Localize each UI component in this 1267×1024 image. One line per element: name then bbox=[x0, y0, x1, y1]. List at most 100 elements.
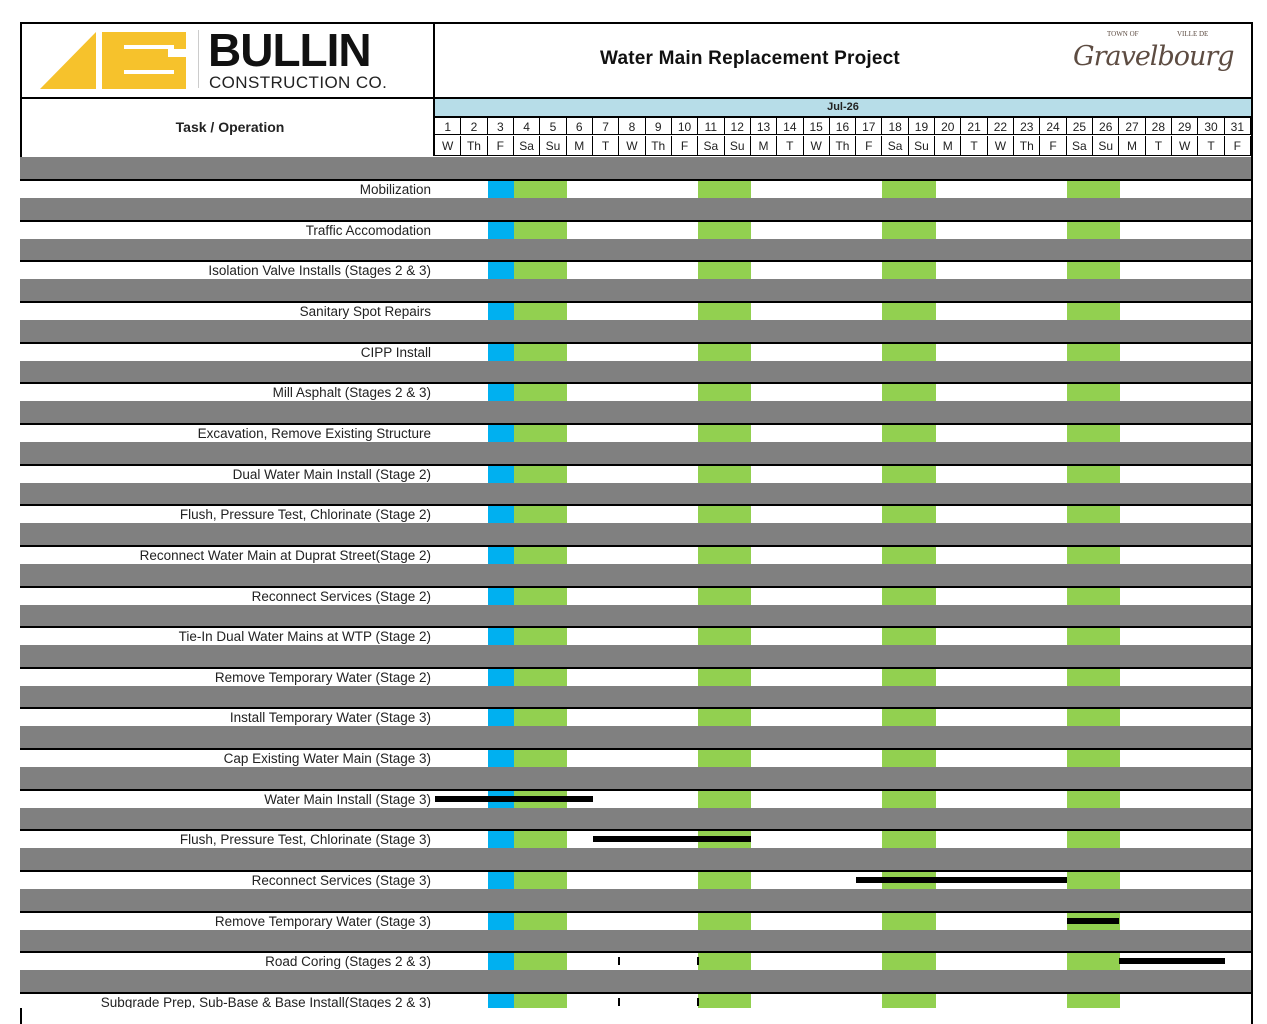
day-highlight-12 bbox=[724, 750, 752, 768]
day-highlight-3 bbox=[487, 628, 515, 646]
day-highlight-18 bbox=[882, 994, 910, 1008]
day-highlight-3 bbox=[487, 384, 515, 402]
day-highlight-12 bbox=[724, 181, 752, 198]
day-highlight-12 bbox=[724, 221, 752, 239]
row-divider bbox=[20, 748, 1251, 751]
weekday-label: T bbox=[961, 136, 988, 156]
day-highlight-25 bbox=[1066, 872, 1094, 890]
row-divider bbox=[20, 504, 1251, 507]
weekday-label: M bbox=[935, 136, 962, 156]
day-highlight-11 bbox=[698, 384, 726, 402]
weekday-label: Sa bbox=[882, 136, 909, 156]
day-highlight-25 bbox=[1066, 750, 1094, 768]
day-highlight-12 bbox=[724, 302, 752, 320]
day-highlight-5 bbox=[540, 628, 568, 646]
day-highlight-4 bbox=[513, 587, 541, 605]
day-highlight-3 bbox=[487, 343, 515, 361]
task-label: Mobilization bbox=[359, 182, 431, 197]
task-label: Flush, Pressure Test, Chlorinate (Stage … bbox=[179, 832, 431, 848]
task-row: Subgrade Prep, Sub-Base & Base Install(S… bbox=[20, 992, 1251, 1008]
day-highlight-19 bbox=[908, 181, 936, 198]
row-divider bbox=[20, 341, 1251, 344]
day-number: 24 bbox=[1040, 117, 1067, 135]
separator-row bbox=[20, 767, 1251, 790]
day-highlight-19 bbox=[908, 302, 936, 320]
day-highlight-12 bbox=[724, 668, 752, 686]
day-number: 30 bbox=[1198, 117, 1225, 135]
row-divider bbox=[20, 829, 1251, 832]
row-divider bbox=[20, 870, 1251, 873]
task-row: Isolation Valve Installs (Stages 2 & 3) bbox=[20, 260, 1251, 302]
day-highlight-5 bbox=[540, 384, 568, 402]
day-number: 5 bbox=[540, 117, 567, 135]
day-highlight-25 bbox=[1066, 709, 1094, 727]
weekday-label: T bbox=[777, 136, 804, 156]
task-label: Reconnect Water Main at Duprat Street(St… bbox=[139, 547, 431, 563]
day-highlight-25 bbox=[1066, 302, 1094, 320]
day-highlight-25 bbox=[1066, 262, 1094, 280]
task-row-band bbox=[20, 302, 1251, 320]
day-highlight-12 bbox=[724, 790, 752, 808]
day-highlight-4 bbox=[513, 831, 541, 849]
day-number: 6 bbox=[566, 117, 593, 135]
separator-row bbox=[20, 807, 1251, 830]
task-row-band bbox=[20, 628, 1251, 646]
task-row: Mobilization bbox=[20, 179, 1251, 220]
day-highlight-11 bbox=[698, 546, 726, 564]
weekday-label: W bbox=[803, 136, 830, 156]
day-highlight-26 bbox=[1093, 546, 1120, 564]
task-row-band bbox=[20, 790, 1251, 808]
day-highlight-18 bbox=[882, 668, 910, 686]
day-number: 15 bbox=[803, 117, 830, 135]
day-number: 14 bbox=[777, 117, 804, 135]
company-subtitle: CONSTRUCTION CO. bbox=[209, 73, 388, 92]
task-rows: Mobilization Traffic Accomodation Isolatio… bbox=[20, 157, 1251, 1008]
day-number: 2 bbox=[461, 117, 488, 135]
town-logo: TOWN OF VILLE DE Gravelbourg bbox=[1067, 22, 1251, 97]
task-label: Dual Water Main Install (Stage 2) bbox=[232, 466, 431, 482]
task-row: Mill Asphalt (Stages 2 & 3) bbox=[20, 382, 1251, 424]
day-highlight-25 bbox=[1066, 181, 1094, 198]
task-label: Cap Existing Water Main (Stage 3) bbox=[223, 751, 431, 767]
task-row-band bbox=[20, 872, 1251, 890]
town-prefix-fr: VILLE DE bbox=[1177, 30, 1209, 38]
day-number: 17 bbox=[856, 117, 883, 135]
task-label: Remove Temporary Water (Stage 3) bbox=[214, 913, 431, 929]
day-highlight-4 bbox=[513, 709, 541, 727]
day-highlight-3 bbox=[487, 709, 515, 727]
day-number: 16 bbox=[829, 117, 857, 135]
day-highlight-5 bbox=[540, 994, 568, 1008]
day-highlight-19 bbox=[908, 424, 936, 442]
weekday-label: M bbox=[1119, 136, 1146, 156]
day-highlight-3 bbox=[487, 953, 515, 971]
day-highlight-5 bbox=[540, 750, 568, 768]
day-highlight-26 bbox=[1093, 587, 1120, 605]
day-highlight-5 bbox=[540, 831, 568, 849]
weekday-label: Su bbox=[1093, 136, 1120, 156]
day-highlight-26 bbox=[1093, 994, 1120, 1008]
day-highlight-3 bbox=[487, 587, 515, 605]
day-highlight-3 bbox=[487, 262, 515, 280]
task-label: Excavation, Remove Existing Structure bbox=[197, 425, 431, 441]
company-name: BULLIN bbox=[208, 24, 372, 76]
day-highlight-5 bbox=[540, 872, 568, 890]
day-highlight-25 bbox=[1066, 953, 1094, 971]
task-label: CIPP Install bbox=[360, 344, 431, 360]
day-highlight-3 bbox=[487, 465, 515, 483]
weekday-label: Th bbox=[1014, 136, 1041, 156]
day-highlight-19 bbox=[908, 790, 936, 808]
day-highlight-5 bbox=[540, 953, 568, 971]
weekday-label: Su bbox=[540, 136, 567, 156]
day-number: 12 bbox=[724, 117, 751, 135]
task-label: Sanitary Spot Repairs bbox=[299, 303, 431, 319]
day-highlight-12 bbox=[724, 709, 752, 727]
day-highlight-18 bbox=[882, 750, 910, 768]
task-label: Flush, Pressure Test, Chlorinate (Stage … bbox=[179, 507, 431, 523]
month-header: Jul-26 bbox=[435, 99, 1251, 117]
day-number: 3 bbox=[487, 117, 514, 135]
separator-row bbox=[20, 563, 1251, 586]
day-highlight-5 bbox=[540, 221, 568, 239]
task-row-band bbox=[20, 994, 1251, 1008]
logo-divider bbox=[198, 30, 199, 88]
day-highlight-18 bbox=[882, 546, 910, 564]
